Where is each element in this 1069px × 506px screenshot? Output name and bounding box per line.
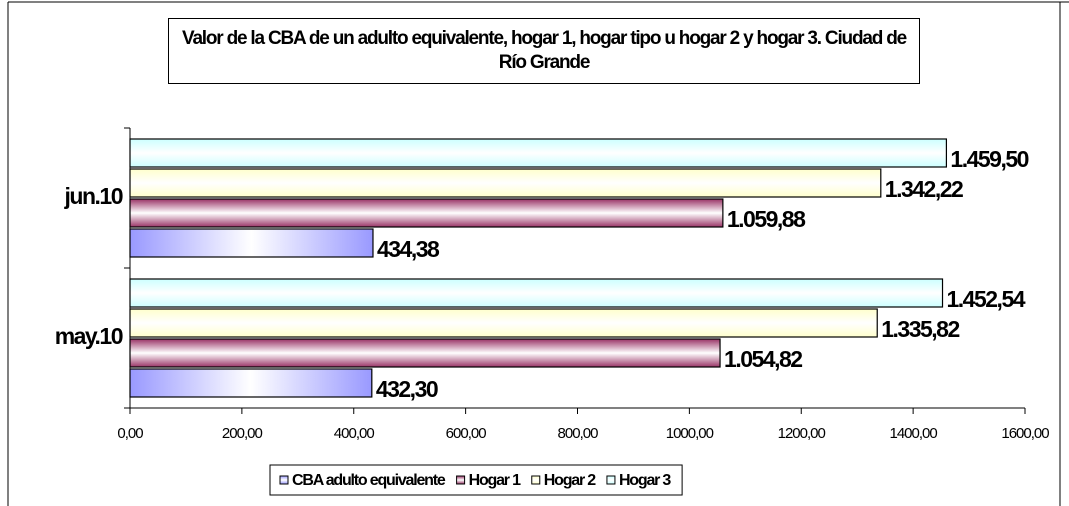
legend-swatch [279, 475, 289, 485]
y-tick-label: jun.10 [64, 183, 123, 209]
legend-label: Hogar 3 [619, 472, 671, 489]
value-label: 1.054,82 [724, 346, 802, 372]
value-label: 1.459,50 [950, 146, 1028, 172]
legend-label: Hogar 1 [469, 472, 521, 489]
x-tick-label: 1600,00 [1001, 425, 1049, 442]
legend-label: Hogar 2 [544, 472, 596, 489]
value-label: 1.059,88 [727, 206, 806, 232]
x-tick-label: 1000,00 [666, 425, 714, 442]
value-label: 1.335,82 [881, 316, 959, 342]
x-tick-label: 200,00 [222, 425, 263, 442]
bar [129, 308, 878, 338]
chart-title: Valor de la CBA de un adulto equivalente… [168, 18, 920, 84]
legend-swatch [531, 475, 541, 485]
x-tick-label: 0,00 [117, 425, 143, 442]
legend-swatch [606, 475, 616, 485]
bar [129, 168, 882, 198]
bar [129, 138, 948, 168]
x-tick-label: 400,00 [334, 425, 375, 442]
x-tick-label: 1200,00 [778, 425, 826, 442]
legend: CBA adulto equivalente Hogar 1 Hogar 2 Hoga… [269, 464, 683, 496]
x-tick-label: 800,00 [558, 425, 599, 442]
x-tick-label: 600,00 [446, 425, 487, 442]
value-label: 432,30 [376, 376, 438, 402]
value-label: 1.342,22 [885, 176, 963, 202]
bar [129, 338, 721, 368]
bar [129, 368, 373, 398]
legend-swatch [456, 475, 466, 485]
bar [129, 198, 724, 228]
value-label: 1.452,54 [947, 286, 1026, 312]
bar [129, 228, 374, 258]
legend-label: CBA adulto equivalente [292, 472, 446, 489]
value-label: 434,38 [377, 236, 440, 262]
bar [129, 278, 944, 308]
y-tick-label: may.10 [55, 323, 123, 349]
x-tick-label: 1400,00 [890, 425, 938, 442]
